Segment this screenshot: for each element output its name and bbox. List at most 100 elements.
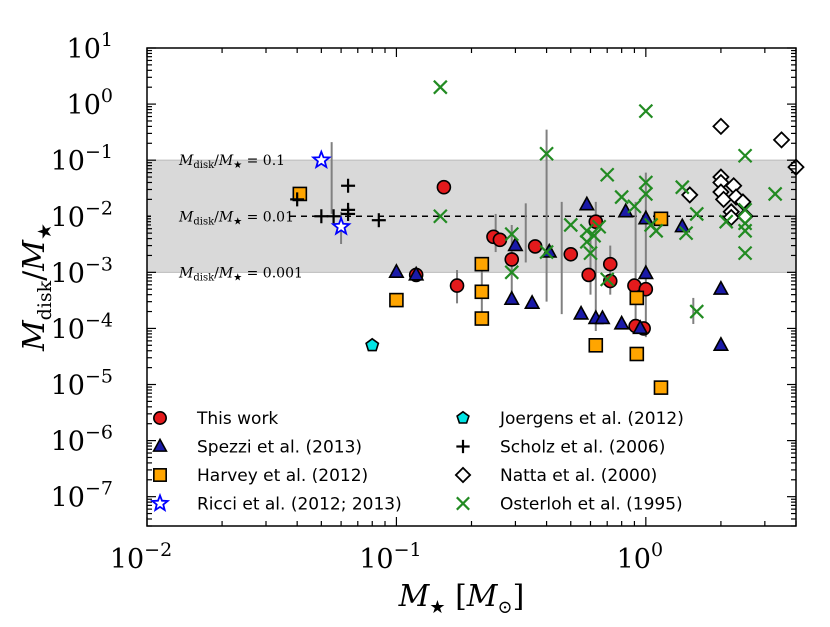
data-point [734, 193, 752, 211]
data-point [602, 256, 618, 272]
point-diamond [454, 466, 472, 484]
data-point [152, 437, 168, 452]
data-point [388, 263, 405, 279]
data-point [689, 304, 705, 319]
data-point [737, 148, 753, 164]
data-point [153, 468, 167, 482]
point-square [653, 380, 669, 395]
point-x-b [591, 219, 607, 235]
data-point [456, 439, 470, 454]
point-diamond [712, 117, 730, 136]
point-circle [153, 411, 167, 425]
legend-label: Harvey et al. (2012) [197, 466, 368, 486]
data-point [583, 245, 598, 261]
point-x-b [689, 304, 705, 319]
point-square [474, 256, 490, 272]
data-point [365, 337, 380, 352]
point-x-b [638, 186, 654, 202]
data-point [591, 219, 607, 235]
point-square [153, 468, 167, 482]
data-point [330, 215, 352, 236]
point-x-b [504, 265, 520, 280]
annotations: Mdisk/M★ = 0.1 Mdisk/M★ = 0.01 Mdisk/M★ = … [151, 153, 303, 283]
data-point [504, 252, 520, 267]
point-x-b [737, 148, 753, 164]
data-point [674, 217, 691, 233]
data-point [436, 179, 452, 195]
point-star [310, 149, 332, 170]
data-point [456, 496, 470, 511]
point-triangle [594, 309, 611, 325]
band-annotation: Mdisk/M★ = 0.01 [178, 209, 294, 227]
axis-ticks: 10−2 10−1 100 10−7 10−6 10−5 10−4 10−3 10−2 10−1 1… [51, 29, 797, 575]
data-point [524, 294, 541, 310]
data-point [614, 189, 629, 205]
data-point [588, 338, 604, 353]
data-point [579, 223, 595, 239]
data-point [629, 346, 645, 362]
data-point [408, 265, 425, 281]
point-x-b [737, 245, 753, 261]
y-tick-label: 10−3 [51, 253, 113, 289]
point-x-b [433, 79, 448, 95]
data-point [613, 314, 630, 330]
point-diamond [734, 193, 752, 211]
y-tick-label: 10−7 [51, 478, 113, 514]
point-triangle [637, 264, 654, 280]
data-point [586, 228, 602, 243]
point-triangle [572, 304, 590, 320]
y-tick-label: 10−4 [51, 309, 113, 345]
data-point [627, 199, 642, 214]
data-point [290, 192, 305, 207]
x-tick-label: 10−1 [359, 539, 421, 575]
point-triangle [712, 280, 730, 295]
data-point [572, 304, 590, 320]
legend-label: Osterloh et al. (1995) [500, 495, 683, 515]
data-point [474, 284, 490, 300]
point-x-b [689, 206, 705, 222]
data-point [689, 206, 705, 222]
point-square [474, 311, 490, 326]
legend-label: Natta et al. (2000) [500, 466, 657, 486]
point-circle [602, 256, 618, 272]
y-tick-label: 101 [67, 29, 113, 65]
legend-label: Scholz et al. (2006) [500, 438, 665, 458]
data-point [149, 492, 171, 513]
point-triangle [388, 263, 405, 279]
x-tick-label: 10−2 [110, 539, 172, 575]
data-point [474, 256, 490, 272]
point-x-b [599, 167, 615, 183]
point-circle [436, 179, 452, 195]
point-x-b [504, 226, 520, 242]
annotation-bg [151, 206, 287, 227]
data-point [371, 213, 386, 228]
point-circle [581, 267, 596, 283]
point-circle [449, 278, 465, 293]
point-x-b [627, 199, 642, 214]
data-markers [290, 79, 805, 395]
point-pentagon [456, 410, 470, 424]
data-point [737, 245, 753, 261]
point-triangle [637, 209, 654, 225]
data-point [629, 290, 645, 306]
y-tick-label: 10−5 [51, 366, 113, 402]
point-x-b [737, 202, 753, 218]
data-point [326, 209, 341, 224]
x-tick-label: 100 [617, 539, 663, 575]
point-x-b [737, 223, 753, 239]
data-point [456, 410, 470, 424]
data-point [310, 149, 332, 170]
data-point [712, 336, 730, 351]
point-x-b [563, 217, 579, 233]
data-point [563, 217, 579, 233]
point-circle [504, 252, 520, 267]
y-tick-label: 100 [67, 85, 113, 121]
data-point [474, 311, 490, 326]
data-point [507, 236, 524, 252]
point-square [629, 290, 645, 306]
point-triangle [712, 336, 730, 351]
point-square [389, 292, 404, 308]
point-x-b [599, 272, 615, 287]
data-point [638, 186, 654, 202]
